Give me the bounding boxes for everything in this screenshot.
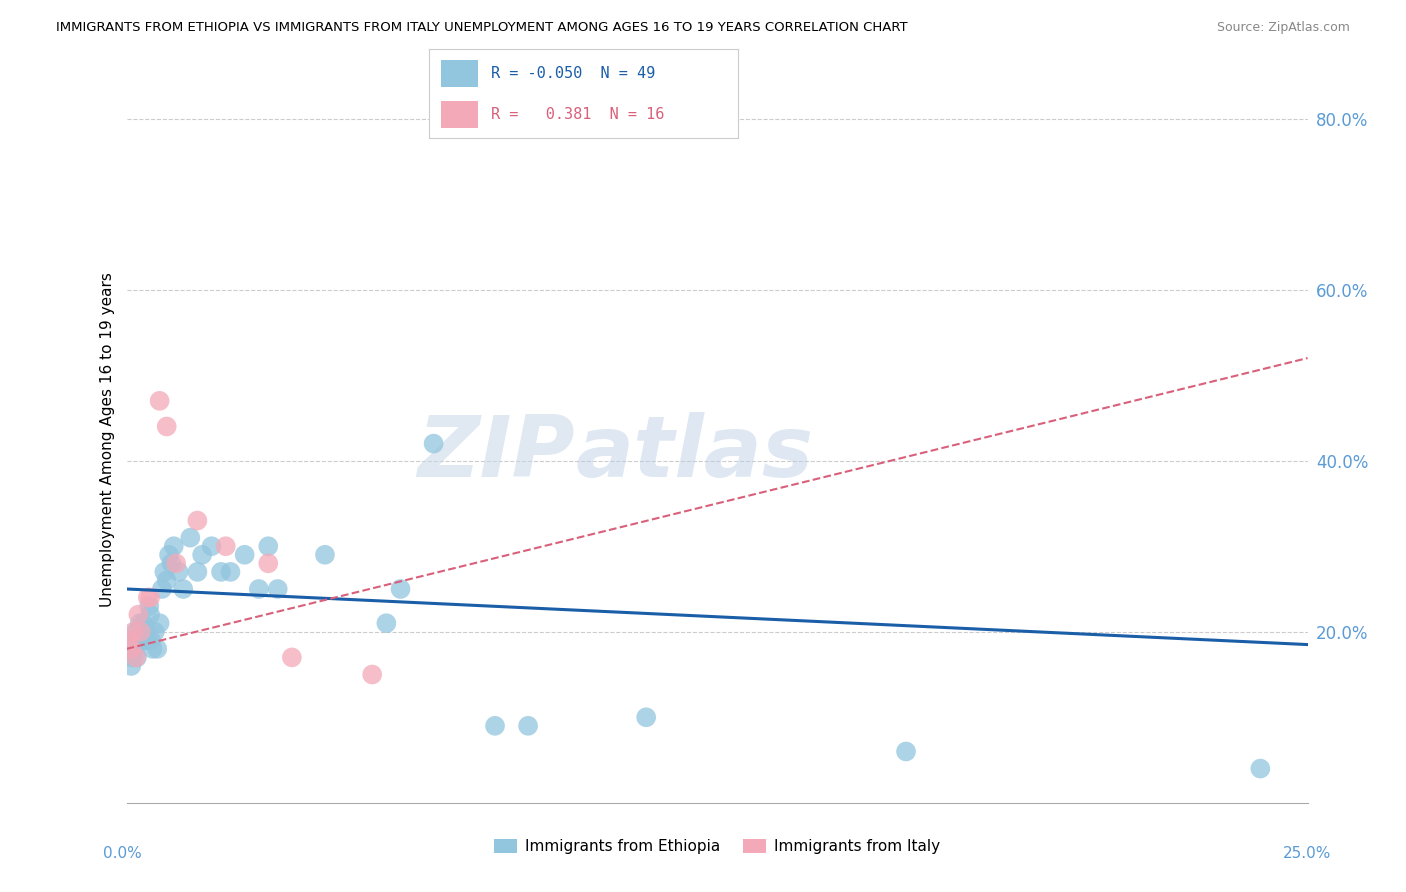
Point xyxy=(163,539,186,553)
Point xyxy=(125,650,148,665)
Point xyxy=(167,565,190,579)
Point xyxy=(125,650,148,665)
Point xyxy=(179,531,201,545)
Point xyxy=(129,624,152,639)
Point xyxy=(375,616,398,631)
Point xyxy=(136,591,159,605)
Point xyxy=(124,641,146,656)
Point xyxy=(127,633,149,648)
Point xyxy=(134,633,156,648)
Point xyxy=(132,616,155,631)
Point xyxy=(894,744,917,758)
Point xyxy=(146,641,169,656)
Legend: Immigrants from Ethiopia, Immigrants from Italy: Immigrants from Ethiopia, Immigrants fro… xyxy=(488,833,946,861)
Point xyxy=(141,641,163,656)
Point xyxy=(191,548,214,562)
Point xyxy=(120,641,142,656)
Point xyxy=(149,616,172,631)
Point xyxy=(267,582,290,596)
Text: ZIP: ZIP xyxy=(418,412,575,495)
Text: IMMIGRANTS FROM ETHIOPIA VS IMMIGRANTS FROM ITALY UNEMPLOYMENT AMONG AGES 16 TO : IMMIGRANTS FROM ETHIOPIA VS IMMIGRANTS F… xyxy=(56,21,908,34)
Point xyxy=(125,624,148,639)
Text: Source: ZipAtlas.com: Source: ZipAtlas.com xyxy=(1216,21,1350,34)
Point xyxy=(257,557,280,571)
Point xyxy=(135,624,157,639)
Point xyxy=(314,548,336,562)
FancyBboxPatch shape xyxy=(441,101,478,128)
Point xyxy=(128,616,150,631)
Point xyxy=(389,582,412,596)
Point xyxy=(156,419,179,434)
Point xyxy=(143,624,166,639)
Point xyxy=(157,548,180,562)
Text: R = -0.050  N = 49: R = -0.050 N = 49 xyxy=(491,66,655,80)
Y-axis label: Unemployment Among Ages 16 to 19 years: Unemployment Among Ages 16 to 19 years xyxy=(100,272,115,607)
Point xyxy=(122,633,145,648)
Point xyxy=(165,557,187,571)
Point xyxy=(149,393,172,408)
Point xyxy=(172,582,194,596)
Point xyxy=(209,565,232,579)
Point xyxy=(118,633,141,648)
Point xyxy=(120,659,142,673)
Point xyxy=(636,710,658,724)
Point xyxy=(257,539,280,553)
Point xyxy=(122,624,145,639)
Point xyxy=(186,565,208,579)
Point xyxy=(118,633,141,648)
Point xyxy=(156,574,179,588)
Text: R =   0.381  N = 16: R = 0.381 N = 16 xyxy=(491,107,664,121)
Point xyxy=(136,633,159,648)
Point xyxy=(150,582,173,596)
Point xyxy=(120,641,142,656)
Point xyxy=(281,650,304,665)
Text: 25.0%: 25.0% xyxy=(1282,846,1331,861)
Point xyxy=(186,514,208,528)
Point xyxy=(517,719,540,733)
Text: 0.0%: 0.0% xyxy=(103,846,142,861)
Point xyxy=(422,436,444,450)
Text: atlas: atlas xyxy=(575,412,814,495)
Point xyxy=(127,607,149,622)
Point xyxy=(219,565,242,579)
Point xyxy=(139,591,162,605)
Point xyxy=(129,624,152,639)
Point xyxy=(361,667,384,681)
Point xyxy=(139,633,162,648)
Point xyxy=(1249,762,1271,776)
FancyBboxPatch shape xyxy=(441,60,478,87)
Point xyxy=(139,607,162,622)
Point xyxy=(200,539,222,553)
Point xyxy=(247,582,270,596)
Point xyxy=(153,565,176,579)
Point xyxy=(138,599,160,613)
Point xyxy=(121,650,143,665)
Point xyxy=(160,557,183,571)
Point xyxy=(484,719,506,733)
Point xyxy=(215,539,238,553)
Point xyxy=(233,548,256,562)
